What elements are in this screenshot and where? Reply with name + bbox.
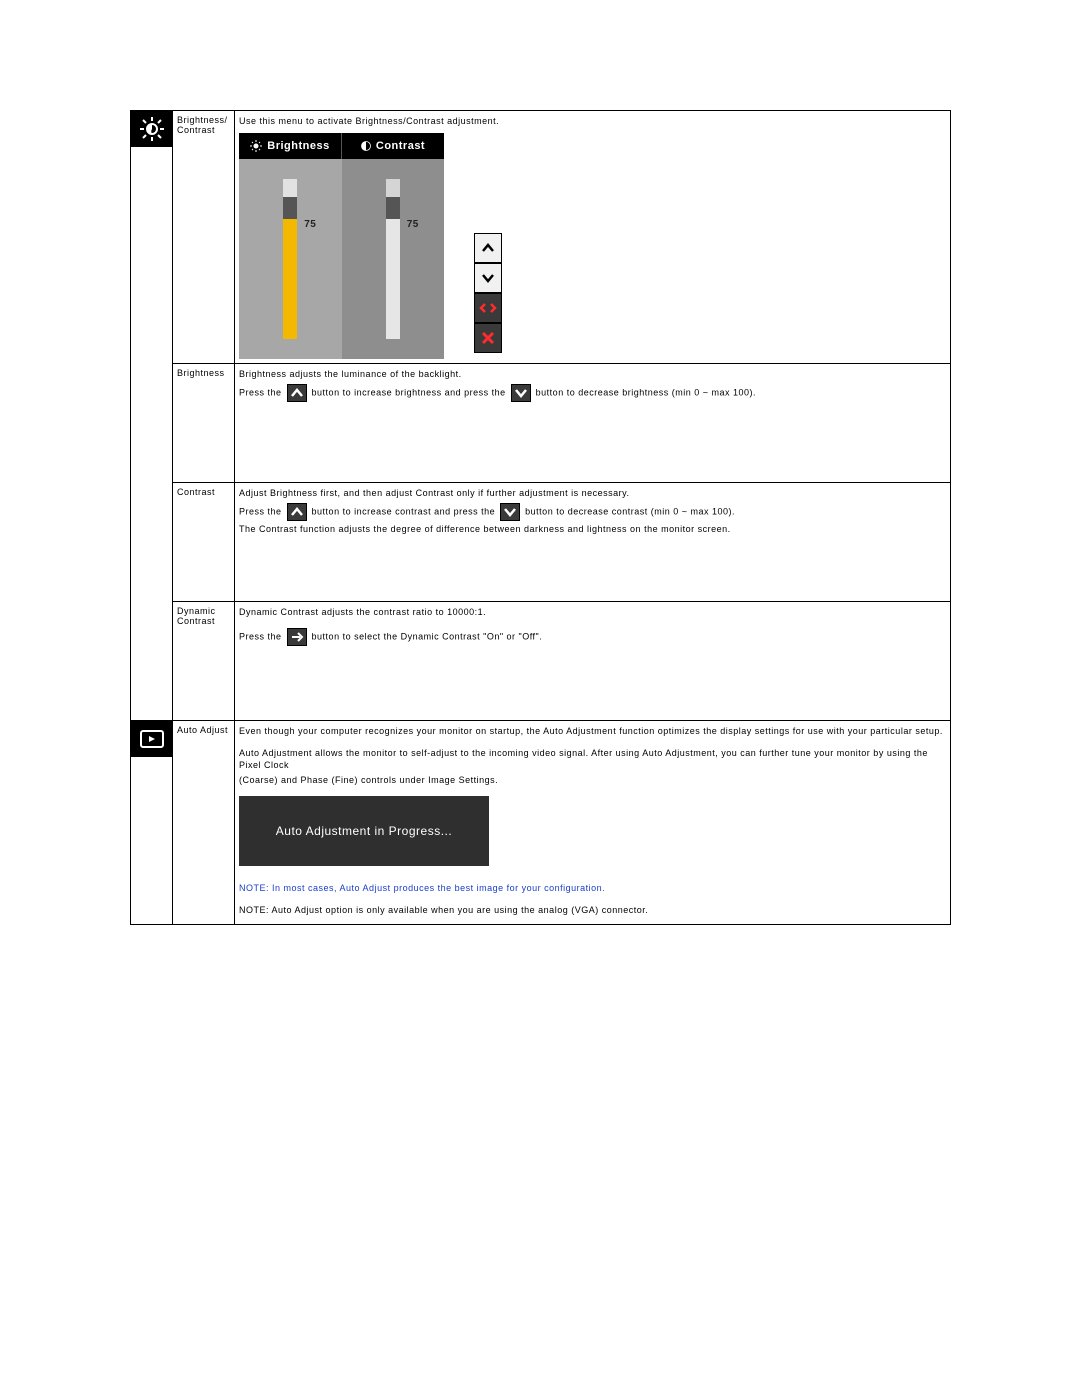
desc-text: The Contrast function adjusts the degree… — [239, 523, 946, 535]
brightness-bar-fill — [283, 219, 297, 339]
osd-contrast-column: 75 — [342, 159, 445, 359]
close-icon — [481, 331, 495, 345]
contrast-bar-fill — [386, 219, 400, 339]
auto-adjust-progress-dialog: Auto Adjustment in Progress... — [239, 796, 489, 866]
auto-adjust-category-icon-cell — [131, 721, 173, 925]
text-fragment: button to decrease contrast (min 0 ~ max… — [525, 507, 735, 517]
note-prefix: NOTE: — [239, 905, 269, 915]
row-desc: Adjust Brightness first, and then adjust… — [235, 483, 951, 602]
nav-left-right-button[interactable] — [474, 293, 502, 323]
desc-text: Adjust Brightness first, and then adjust… — [239, 487, 946, 499]
desc-text: (Coarse) and Phase (Fine) controls under… — [239, 774, 946, 786]
contrast-icon — [361, 141, 371, 151]
row-label: Dynamic Contrast — [173, 602, 235, 721]
auto-adjust-progress-text: Auto Adjustment in Progress... — [276, 824, 452, 838]
row-desc: Dynamic Contrast adjusts the contrast ra… — [235, 602, 951, 721]
sun-icon — [250, 140, 262, 152]
osd-body: 75 75 — [239, 159, 444, 359]
row-desc: Brightness adjusts the luminance of the … — [235, 364, 951, 483]
nav-close-button[interactable] — [474, 323, 502, 353]
up-button-icon — [287, 503, 307, 521]
note-line: NOTE: Auto Adjust option is only availab… — [239, 904, 946, 916]
contrast-value: 75 — [407, 219, 419, 230]
osd-tab-contrast-label: Contrast — [376, 140, 425, 152]
brightness-bar[interactable] — [283, 179, 297, 339]
osd-tab-brightness-label: Brightness — [267, 140, 329, 152]
desc-text: Brightness adjusts the luminance of the … — [239, 368, 946, 380]
text-fragment: button to increase brightness and press … — [312, 388, 509, 398]
text-fragment: Press the — [239, 388, 285, 398]
text-fragment: Press the — [239, 507, 285, 517]
osd-brightness-column: 75 — [239, 159, 342, 359]
desc-text: Use this menu to activate Brightness/Con… — [239, 115, 946, 127]
osd-tab-header: Brightness Contrast — [239, 133, 444, 159]
brightness-icon — [131, 111, 173, 147]
nav-up-button[interactable] — [474, 233, 502, 263]
left-right-icon — [479, 302, 497, 314]
note-text: Auto Adjust option is only available whe… — [269, 905, 648, 915]
osd-panel: Brightness Contrast — [239, 133, 444, 359]
osd-mock: Brightness Contrast — [239, 133, 946, 359]
row-label: Brightness — [173, 364, 235, 483]
chevron-up-icon — [481, 243, 495, 253]
row-label: Contrast — [173, 483, 235, 602]
osd-tab-brightness[interactable]: Brightness — [239, 133, 341, 159]
desc-text: Press the button to increase contrast an… — [239, 503, 946, 521]
osd-documentation-table: Brightness/ Contrast Use this menu to ac… — [130, 110, 951, 925]
contrast-bar-cap — [386, 197, 400, 219]
row-desc: Use this menu to activate Brightness/Con… — [235, 111, 951, 364]
contrast-bar[interactable] — [386, 179, 400, 339]
desc-text: Even though your computer recognizes you… — [239, 725, 946, 737]
text-fragment: button to increase contrast and press th… — [312, 507, 499, 517]
osd-tab-contrast[interactable]: Contrast — [342, 133, 444, 159]
down-button-icon — [511, 384, 531, 402]
desc-text: Dynamic Contrast adjusts the contrast ra… — [239, 606, 946, 618]
chevron-down-icon — [481, 273, 495, 283]
row-label: Brightness/ Contrast — [173, 111, 235, 364]
brightness-bar-cap — [283, 197, 297, 219]
note-line: NOTE: In most cases, Auto Adjust produce… — [239, 882, 946, 894]
desc-text: Press the button to increase brightness … — [239, 384, 946, 402]
right-arrow-button-icon — [287, 628, 307, 646]
row-desc: Even though your computer recognizes you… — [235, 721, 951, 925]
brightness-value: 75 — [304, 219, 316, 230]
note-text: In most cases, Auto Adjust produces the … — [269, 883, 605, 893]
down-button-icon — [500, 503, 520, 521]
up-button-icon — [287, 384, 307, 402]
nav-down-button[interactable] — [474, 263, 502, 293]
note-prefix: NOTE: — [239, 883, 269, 893]
text-fragment: Press the — [239, 632, 285, 642]
row-label: Auto Adjust — [173, 721, 235, 925]
desc-text: Auto Adjustment allows the monitor to se… — [239, 747, 946, 771]
text-fragment: button to decrease brightness (min 0 ~ m… — [536, 388, 756, 398]
osd-nav-buttons — [474, 233, 502, 353]
auto-adjust-icon — [131, 721, 173, 757]
desc-text: Press the button to select the Dynamic C… — [239, 628, 946, 646]
text-fragment: button to select the Dynamic Contrast "O… — [312, 632, 543, 642]
brightness-category-icon-cell — [131, 111, 173, 721]
